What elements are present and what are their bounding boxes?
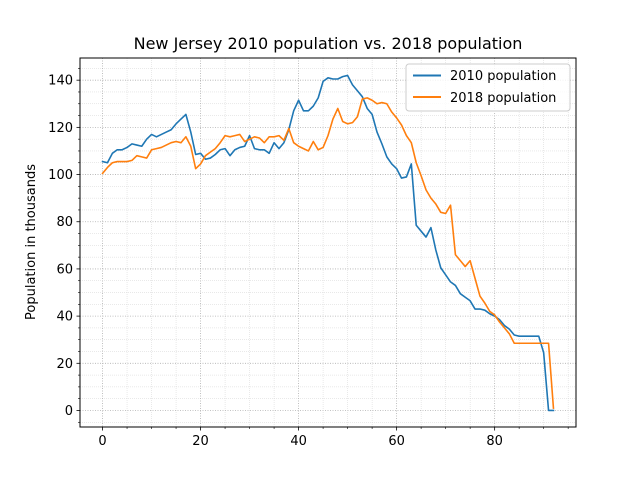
y-tick-label: 80 xyxy=(56,215,73,230)
legend-label-2018: 2018 population xyxy=(450,91,556,106)
y-axis-label: Population in thousands xyxy=(24,164,39,320)
y-tick-label: 120 xyxy=(48,121,73,136)
y-tick-label: 40 xyxy=(56,310,73,325)
chart-title: New Jersey 2010 population vs. 2018 popu… xyxy=(134,34,523,53)
axes-frame xyxy=(79,57,577,428)
series-line-2010 xyxy=(101,74,555,412)
legend-box xyxy=(405,63,571,112)
y-tick-label: 60 xyxy=(56,262,73,277)
x-tick-label: 20 xyxy=(192,434,209,449)
x-axis-ticks: 0 20 40 60 80 xyxy=(98,427,569,449)
y-tick-label: 20 xyxy=(56,357,73,372)
minor-gridlines xyxy=(80,58,576,427)
x-tick-label: 80 xyxy=(486,434,503,449)
major-gridlines xyxy=(80,58,576,427)
series-line-2018 xyxy=(101,97,555,409)
x-tick-label: 60 xyxy=(388,434,405,449)
y-tick-label: 100 xyxy=(48,168,73,183)
legend: 2010 population 2018 population xyxy=(405,63,571,112)
y-axis-ticks: 0 20 40 60 80 100 120 140 xyxy=(48,68,80,423)
series-lines xyxy=(101,74,555,412)
y-tick-label: 0 xyxy=(65,404,73,419)
x-tick-label: 0 xyxy=(98,434,106,449)
y-tick-label: 140 xyxy=(48,74,73,89)
legend-label-2010: 2010 population xyxy=(450,69,556,84)
x-tick-label: 40 xyxy=(290,434,307,449)
